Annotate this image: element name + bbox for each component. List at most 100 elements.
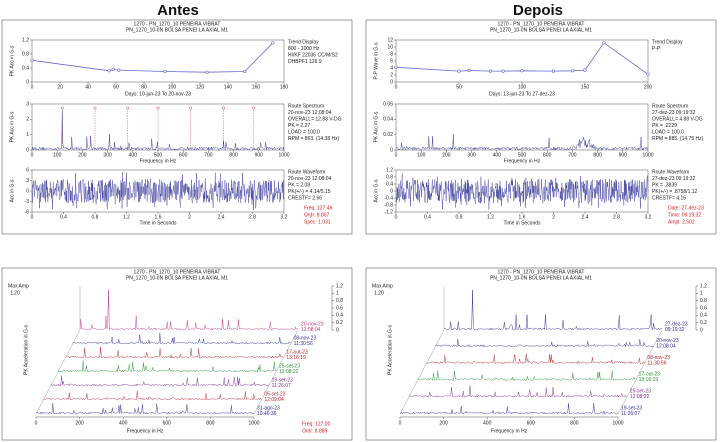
trace-date: 09:19:32 xyxy=(665,327,685,333)
x-tick-label: 1000 xyxy=(612,420,623,426)
x-axis-label: Time in Seconds xyxy=(503,220,541,226)
x-tick-label: 0 xyxy=(31,84,34,90)
y-tick-label: 2 xyxy=(390,72,393,78)
trace-date: 31-ago-23 xyxy=(257,405,280,411)
x-tick-label: 600 xyxy=(527,420,536,426)
info-text: 20-nov-23 12:08:04 xyxy=(288,176,332,182)
info-text: 27-dez-23 09:19:32 xyxy=(652,176,696,182)
heading: Antes xyxy=(157,2,199,19)
waterfall-trace xyxy=(426,353,645,365)
trace-date: 10:46:36 xyxy=(257,411,277,417)
info-text: RPM = 863. (14.38 Hz) xyxy=(288,136,340,142)
y-tick-label: 0.04 xyxy=(383,117,393,123)
waterfall-frame xyxy=(617,329,663,415)
y-tick-label: 6 xyxy=(390,58,393,64)
trend-point xyxy=(117,68,121,72)
y-tick-label: 0.02 xyxy=(383,132,393,138)
x-tick-label: 800 xyxy=(229,152,238,158)
trace-date: 19-set-23 xyxy=(272,377,293,383)
y-tick-label: -0.8 xyxy=(384,202,393,208)
trend-point xyxy=(457,69,461,73)
x-tick-label: 0.8 xyxy=(456,214,463,220)
x-tick-label: 1.6 xyxy=(519,214,526,220)
cursor-readout: Time: 09:19:32 xyxy=(668,212,701,218)
x-tick-label: 2.8 xyxy=(613,214,620,220)
info-text: Trend Display xyxy=(288,39,319,45)
y-tick-label: -6 xyxy=(25,209,30,215)
x-tick-label: 40 xyxy=(85,84,91,90)
panel-title: 1270 - PN_1270_10 PENEIRA VIBRAT xyxy=(134,269,221,275)
x-tick-label: 100 xyxy=(168,84,177,90)
panel-subtitle: PN_1270_10-0N BOLSA PENEI LA AXIAL M1 xyxy=(490,275,592,281)
x-tick-label: 400 xyxy=(483,420,492,426)
z-tick-label: 0.2 xyxy=(700,320,707,326)
z-tick-label: 0.4 xyxy=(700,313,707,319)
info-text: P-P xyxy=(652,46,661,52)
x-tick-label: 200 xyxy=(644,84,653,90)
panel-title: 1270 - PN_1270_10 PENEIRA VIBRAT xyxy=(498,269,585,275)
trace-date: 12:09:04 xyxy=(264,397,284,403)
z-tick-label: 0.8 xyxy=(336,298,343,304)
x-tick-label: 200 xyxy=(78,152,87,158)
cursor-readout: Freq: 127.46 xyxy=(304,205,333,211)
info-text: CRESTF= 2.66 xyxy=(288,195,322,201)
x-tick-label: 100 xyxy=(417,152,426,158)
x-tick-label: 50 xyxy=(456,84,462,90)
x-tick-label: 600 xyxy=(543,152,552,158)
trend-point xyxy=(243,69,247,74)
x-tick-label: 0 xyxy=(395,152,398,158)
info-text: PK(+/-) = .8758/1.12 xyxy=(652,189,698,195)
x-tick-label: 200 xyxy=(75,420,84,426)
x-tick-label: 200 xyxy=(439,420,448,426)
max-amp-value: 1.20 xyxy=(10,290,20,296)
x-tick-label: 200 xyxy=(442,152,451,158)
x-tick-label: 400 xyxy=(129,152,138,158)
x-tick-label: 2 xyxy=(188,214,191,220)
x-tick-label: 600 xyxy=(163,420,172,426)
x-tick-label: 3.2 xyxy=(281,214,288,220)
info-text: RPM = 885. (14.75 Hz) xyxy=(652,136,704,142)
spectrum-trace xyxy=(31,109,285,151)
waterfall-trace xyxy=(72,332,291,345)
cursor-readout: Ampl: 2.502 xyxy=(668,219,695,225)
harmonic-dot xyxy=(60,106,64,110)
x-tick-label: 1000 xyxy=(248,420,259,426)
x-tick-label: 900 xyxy=(619,152,628,158)
waterfall-trace xyxy=(65,346,284,359)
x-tick-label: 3.2 xyxy=(645,214,652,220)
z-tick-label: 1.2 xyxy=(700,283,707,289)
info-text: OVERALL= 12.83 V-DG xyxy=(288,116,342,122)
x-axis-label: Frequency in Hz xyxy=(140,158,177,164)
waterfall-frame xyxy=(399,286,445,415)
x-tick-label: 0.8 xyxy=(92,214,99,220)
cursor-readout: Freq: 127.00 xyxy=(302,421,331,427)
z-tick-label: 0.2 xyxy=(336,320,343,326)
info-text: 800 - 1000 Hz xyxy=(288,46,320,52)
trend-point xyxy=(488,69,493,73)
x-tick-label: 1.2 xyxy=(487,214,494,220)
info-text: PK(+/-) = 4.14/5.15 xyxy=(288,189,331,195)
y-tick-label: 8 xyxy=(390,51,393,57)
trend-point xyxy=(583,68,587,72)
x-axis-label: Frequency in Hz xyxy=(127,428,164,434)
trace-date: 11:26:07 xyxy=(272,383,291,389)
trace-date: 08-nov-23 xyxy=(294,335,317,341)
trend-point xyxy=(646,72,650,76)
y-axis-label: Acc in G-s xyxy=(9,179,15,203)
x-tick-label: 160 xyxy=(252,84,261,90)
waterfall-trace xyxy=(35,403,255,415)
x-tick-label: 0 xyxy=(395,214,398,220)
trace-date: 27-dez-23 xyxy=(665,321,688,327)
x-tick-label: 1000 xyxy=(642,152,653,158)
z-tick-label: 1 xyxy=(336,291,339,297)
x-tick-label: 1000 xyxy=(278,152,289,158)
harmonic-dot xyxy=(189,106,193,110)
x-tick-label: 0 xyxy=(35,420,38,426)
panel-subtitle: PN_1270_10-0N BOLSA PENEI LA AXIAL M1 xyxy=(490,27,592,33)
waterfall-frame xyxy=(35,286,81,415)
x-axis-label: Time in Seconds xyxy=(139,220,177,226)
waterfall-frame xyxy=(253,329,299,415)
waveform-trace xyxy=(31,172,285,210)
trend-point xyxy=(520,69,524,73)
